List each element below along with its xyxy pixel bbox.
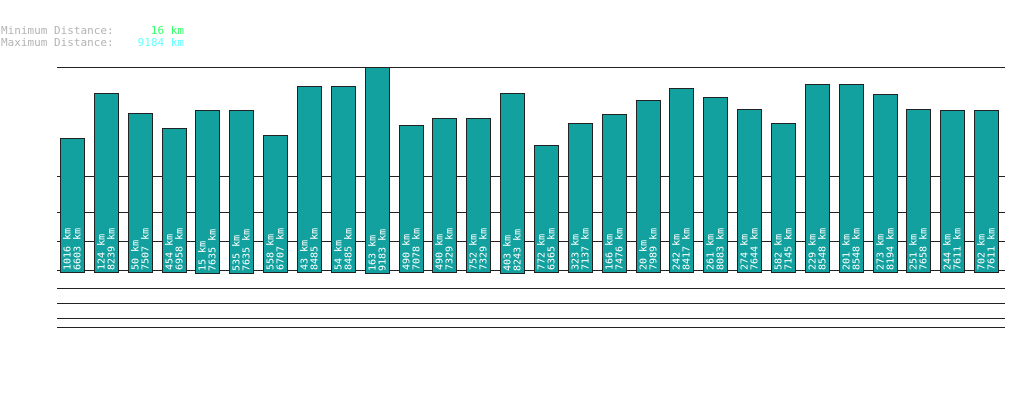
bar-bottom-label: 8083 km bbox=[716, 228, 727, 270]
bar bbox=[162, 128, 187, 273]
bar-top-label: 403 km bbox=[503, 235, 514, 271]
bar-top-label: 772 km bbox=[537, 234, 548, 270]
bar-top-label: 201 km bbox=[842, 234, 853, 270]
bar-bottom-label: 8485 km bbox=[310, 228, 321, 270]
max-distance-row: Maximum Distance: 9184 km bbox=[1, 37, 184, 49]
bar-bottom-label: 9183 km bbox=[378, 229, 389, 271]
bar-top-label: 261 km bbox=[706, 234, 717, 270]
distance-summary: Minimum Distance: 16 km Maximum Distance:… bbox=[1, 25, 184, 49]
bar bbox=[195, 110, 220, 274]
bar bbox=[602, 114, 627, 273]
bar-bottom-label: 6958 km bbox=[175, 228, 186, 270]
bar-bottom-label: 8194 km bbox=[886, 228, 897, 270]
bar bbox=[229, 110, 254, 274]
bar-top-label: 163 km bbox=[368, 235, 379, 271]
bar-top-label: 323 km bbox=[571, 234, 582, 270]
bar-top-label: 273 km bbox=[876, 234, 887, 270]
max-distance-label: Maximum Distance: bbox=[1, 36, 114, 49]
bar bbox=[703, 97, 728, 273]
min-distance-label: Minimum Distance: bbox=[1, 24, 114, 37]
bar bbox=[466, 118, 491, 273]
bar-bottom-label: 7507 km bbox=[141, 228, 152, 270]
bar-bottom-label: 7145 km bbox=[784, 228, 795, 270]
min-distance-row: Minimum Distance: 16 km bbox=[1, 25, 184, 37]
bar-bottom-label: 8548 km bbox=[818, 228, 829, 270]
bar-bottom-label: 7644 km bbox=[750, 228, 761, 270]
bar-bottom-label: 8239 km bbox=[107, 228, 118, 270]
bar-bottom-label: 7635 km bbox=[242, 229, 253, 271]
bar bbox=[568, 123, 593, 273]
bar-bottom-label: 7137 km bbox=[581, 228, 592, 270]
bar bbox=[432, 118, 457, 273]
bar bbox=[94, 93, 119, 273]
bar bbox=[263, 135, 288, 273]
bar-top-label: 558 km bbox=[266, 234, 277, 270]
bar bbox=[399, 125, 424, 273]
bar-top-label: 15 km bbox=[198, 241, 209, 271]
bar-top-label: 1016 km bbox=[63, 228, 74, 270]
bar-bottom-label: 7329 km bbox=[445, 228, 456, 270]
bar bbox=[805, 84, 830, 273]
bar bbox=[940, 110, 965, 273]
bar-top-label: 50 km bbox=[131, 240, 142, 270]
bar-bottom-label: 7476 km bbox=[615, 228, 626, 270]
bar-top-label: 166 km bbox=[605, 234, 616, 270]
bar bbox=[737, 109, 762, 273]
bar bbox=[60, 138, 85, 273]
bar-top-label: 752 km bbox=[469, 234, 480, 270]
bar bbox=[974, 110, 999, 273]
bar-bottom-label: 6707 km bbox=[276, 228, 287, 270]
bar-bottom-label: 7658 km bbox=[919, 228, 930, 270]
bar-bottom-label: 8417 km bbox=[682, 228, 693, 270]
bar-top-label: 702 km bbox=[977, 234, 988, 270]
bar-top-label: 490 km bbox=[435, 234, 446, 270]
bar-top-label: 490 km bbox=[402, 234, 413, 270]
bar-bottom-label: 7329 km bbox=[479, 228, 490, 270]
bar-bottom-label: 7635 km bbox=[208, 229, 219, 271]
bar-bottom-label: 8243 km bbox=[513, 229, 524, 271]
bar-top-label: 54 km bbox=[334, 240, 345, 270]
bar bbox=[297, 86, 322, 273]
min-distance-value: 16 km bbox=[150, 24, 184, 37]
bar-top-label: 251 km bbox=[909, 234, 920, 270]
bar-bottom-label: 6603 km bbox=[73, 228, 84, 270]
bar bbox=[534, 145, 559, 273]
bar bbox=[331, 86, 356, 273]
bar-bottom-label: 7989 km bbox=[649, 228, 660, 270]
bar-top-label: 20 km bbox=[639, 240, 650, 270]
bar-bottom-label: 7611 km bbox=[987, 228, 998, 270]
bar bbox=[906, 109, 931, 273]
bar-top-label: 43 km bbox=[300, 240, 311, 270]
bar bbox=[669, 88, 694, 273]
bar-top-label: 274 km bbox=[740, 234, 751, 270]
bar bbox=[128, 113, 153, 273]
bar bbox=[839, 84, 864, 273]
bar-top-label: 454 km bbox=[165, 234, 176, 270]
bar bbox=[636, 100, 661, 273]
bar-top-label: 535 km bbox=[232, 235, 243, 271]
bar bbox=[500, 93, 525, 274]
bar bbox=[873, 94, 898, 273]
bar-top-label: 244 km bbox=[943, 234, 954, 270]
bar-bottom-label: 6365 km bbox=[547, 228, 558, 270]
bar-bottom-label: 8548 km bbox=[852, 228, 863, 270]
bar-top-label: 124 km bbox=[97, 234, 108, 270]
bar-top-label: 582 km bbox=[774, 234, 785, 270]
bar-top-label: 242 km bbox=[672, 234, 683, 270]
bar-bottom-label: 7611 km bbox=[953, 228, 964, 270]
max-distance-value: 9184 km bbox=[137, 36, 184, 49]
bar-bottom-label: 7078 km bbox=[412, 228, 423, 270]
bar bbox=[365, 67, 390, 274]
bar-top-label: 229 km bbox=[808, 234, 819, 270]
bar-bottom-label: 8485 km bbox=[344, 228, 355, 270]
bar bbox=[771, 123, 796, 273]
